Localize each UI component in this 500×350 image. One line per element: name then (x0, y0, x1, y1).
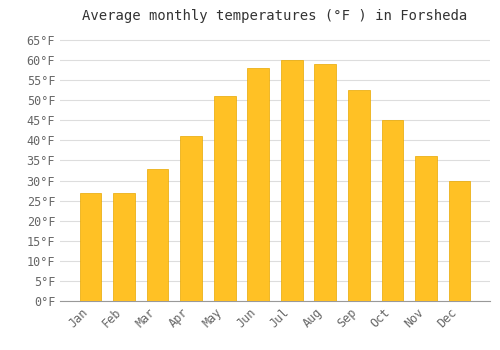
Bar (248, 68, 269, 301)
Bar (180, 136, 202, 301)
Bar (382, 120, 404, 301)
Bar (113, 193, 135, 301)
Bar (214, 96, 236, 301)
Bar (415, 156, 437, 301)
Bar (281, 60, 302, 301)
Bar (80, 193, 102, 301)
Bar (348, 90, 370, 301)
Title: Average monthly temperatures (°F ) in Forsheda: Average monthly temperatures (°F ) in Fo… (82, 9, 468, 23)
Bar (448, 181, 470, 301)
Bar (314, 64, 336, 301)
Bar (146, 168, 169, 301)
